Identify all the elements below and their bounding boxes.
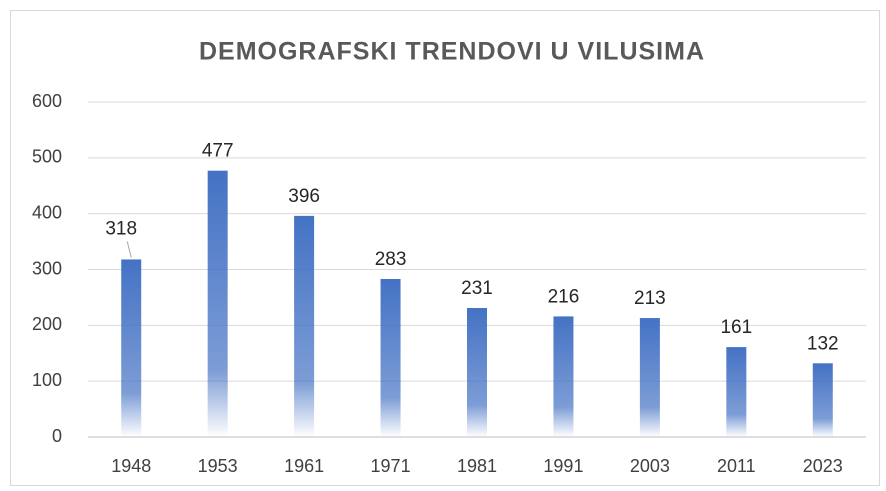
x-tick-label: 2011 xyxy=(717,456,756,476)
y-tick-label: 300 xyxy=(32,258,62,278)
data-label: 231 xyxy=(461,278,493,299)
x-tick-label: 1991 xyxy=(543,456,583,476)
data-label: 477 xyxy=(202,141,234,162)
x-tick-label: 1948 xyxy=(111,456,151,476)
bar xyxy=(639,318,660,437)
label-leader xyxy=(126,241,132,258)
y-tick-label: 100 xyxy=(32,370,62,390)
data-label: 396 xyxy=(288,186,320,207)
bar xyxy=(121,259,142,437)
data-label: 216 xyxy=(548,286,580,307)
bar xyxy=(294,215,315,437)
data-label: 213 xyxy=(634,288,666,309)
y-tick-label: 200 xyxy=(32,314,62,334)
data-label: 318 xyxy=(105,218,137,239)
data-label: 132 xyxy=(807,333,839,354)
bar xyxy=(380,278,401,437)
x-tick-label: 1971 xyxy=(371,456,411,476)
bar xyxy=(553,316,574,437)
x-tick-label: 2023 xyxy=(803,456,843,476)
y-tick-label: 400 xyxy=(32,202,62,222)
x-tick-label: 2003 xyxy=(630,456,670,476)
bar xyxy=(207,170,228,438)
data-label: 161 xyxy=(720,317,752,338)
bar xyxy=(726,347,747,437)
x-tick-label: 1981 xyxy=(457,456,497,476)
bar xyxy=(812,363,833,437)
y-tick-label: 500 xyxy=(32,147,62,167)
x-tick-label: 1953 xyxy=(198,456,238,476)
bar xyxy=(467,308,487,437)
data-label: 283 xyxy=(375,249,407,270)
chart-title: DEMOGRAFSKI TRENDOVI U VILUSIMA xyxy=(199,38,705,66)
x-tick-label: 1961 xyxy=(284,456,324,476)
y-tick-label: 600 xyxy=(32,91,62,111)
y-tick-label: 0 xyxy=(52,426,62,446)
